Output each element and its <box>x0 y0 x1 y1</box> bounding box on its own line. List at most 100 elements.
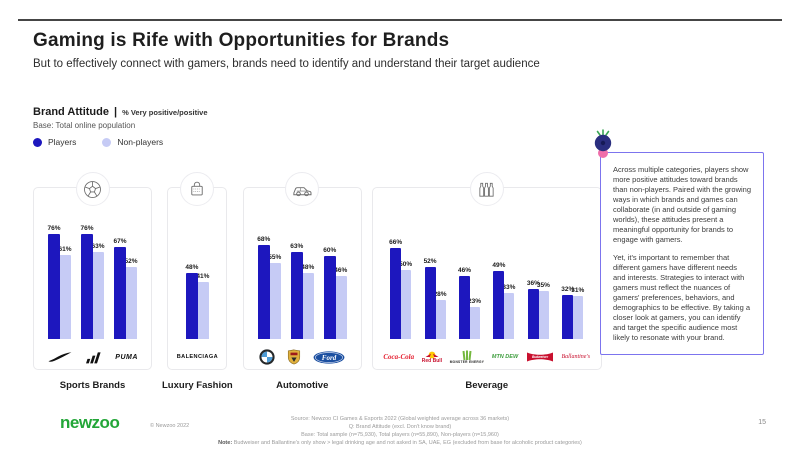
bar-pair-ballantine-s: 32% 31% <box>561 286 584 339</box>
legend-non-players-label: Non-players <box>117 137 164 147</box>
bar-players-ford: 60% <box>323 247 336 339</box>
category-group-luxury-fashion: 48% 41% BALENCIAGA Luxury Fashion <box>162 172 233 391</box>
bar-fill <box>424 267 436 339</box>
bar-fill <box>185 273 198 339</box>
chart-title: Brand Attitude <box>33 106 109 118</box>
bar-value-label: 48% <box>301 264 315 271</box>
adidas-logo <box>83 350 105 364</box>
source-line-1: Source: Newzoo CI Games & Esports 2022 (… <box>290 416 510 422</box>
source-note-line: Note: Budweiser and Ballantine's only sh… <box>120 440 680 448</box>
bar-fill <box>196 282 209 339</box>
bar-pair-mountain-dew: 49% 33% <box>492 262 515 339</box>
ballantine-s-logo: Ballantine's <box>561 354 591 360</box>
bar-value-label: 36% <box>526 280 540 287</box>
bar-fill <box>81 234 93 339</box>
bar-fill <box>114 247 126 339</box>
bar-value-label: 63% <box>91 243 105 250</box>
bar-non-players-balenciaga: 41% <box>196 273 209 339</box>
bar-non-players-nike: 61% <box>58 246 72 339</box>
bar-value-label: 76% <box>47 225 61 232</box>
bar-fill <box>334 276 347 339</box>
bar-fill <box>562 295 574 339</box>
bar-pair-adidas: 76% 63% <box>80 225 105 339</box>
insight-paragraph-2: Yet, it's important to remember that dif… <box>613 252 751 342</box>
bar-value-label: 68% <box>257 236 271 243</box>
chart-title-separator: | <box>113 106 118 118</box>
top-divider <box>18 19 782 21</box>
bar-value-label: 66% <box>389 239 403 246</box>
bar-value-label: 52% <box>124 258 138 265</box>
bar-value-label: 49% <box>492 262 506 269</box>
bar-value-label: 61% <box>58 246 72 253</box>
porsche-logo <box>287 349 301 365</box>
page-number: 15 <box>758 419 766 426</box>
shopping-bag-icon <box>180 172 215 206</box>
bar-chart: 76% 61% 76% 63% 67% 52% PUMA Sports Brands 48% 41… <box>33 172 602 391</box>
bar-fill <box>493 271 505 339</box>
brand-logos-beverage: Coca-Cola Red Bull MONSTER ENERGY MTN DEW Bu… <box>373 345 601 369</box>
svg-text:Budweiser: Budweiser <box>532 355 549 359</box>
players-color-dot <box>33 137 42 147</box>
bar-value-label: 52% <box>423 258 437 265</box>
bar-pair-porsche: 63% 48% <box>290 243 314 339</box>
monster-energy-logo: MONSTER ENERGY <box>450 350 484 364</box>
legend-item-players: Players <box>33 137 76 147</box>
bar-players-bmw: 68% <box>257 236 270 339</box>
bar-fill <box>527 289 539 339</box>
bar-non-players-adidas: 63% <box>91 243 105 339</box>
bar-fill <box>301 273 314 339</box>
bar-value-label: 60% <box>323 247 337 254</box>
red-bull-logo: Red Bull <box>422 351 442 364</box>
chart-header: Brand Attitude | % Very positive/positiv… <box>33 106 208 130</box>
category-label-automotive: Automotive <box>276 380 329 391</box>
bar-pair-puma: 67% 52% <box>113 238 138 339</box>
bar-fill <box>257 245 270 339</box>
category-card-luxury-fashion: 48% 41% BALENCIAGA <box>167 172 228 370</box>
budweiser-logo: Budweiser <box>526 351 554 363</box>
bar-value-label: 63% <box>290 243 304 250</box>
chart-base-note: Base: Total online population <box>33 121 136 130</box>
bar-fill <box>434 300 446 339</box>
bar-value-label: 28% <box>433 291 447 298</box>
bmw-logo <box>259 349 275 365</box>
category-card-sports-brands: 76% 61% 76% 63% 67% 52% PUMA <box>33 172 152 370</box>
category-group-sports-brands: 76% 61% 76% 63% 67% 52% PUMA Sports Brands <box>33 172 152 391</box>
brand-logos-luxury-fashion: BALENCIAGA <box>168 345 226 369</box>
bar-fill <box>268 263 281 339</box>
note-label: Note: <box>218 439 233 446</box>
legend-item-non-players: Non-players <box>102 137 163 147</box>
bar-fill <box>537 291 549 339</box>
bar-players-red-bull: 52% <box>424 258 437 339</box>
bar-non-players-porsche: 48% <box>301 264 314 339</box>
bars-row-automotive: 68% 55% 63% 48% 60% 46% <box>244 208 361 339</box>
bar-fill <box>323 256 336 339</box>
bar-non-players-mountain-dew: 33% <box>502 284 515 339</box>
bar-value-label: 67% <box>113 238 127 245</box>
bar-non-players-red-bull: 28% <box>434 291 447 339</box>
soccer-ball-icon <box>75 172 110 206</box>
bar-value-label: 33% <box>502 284 516 291</box>
bar-value-label: 32% <box>561 286 575 293</box>
bar-value-label: 35% <box>536 282 550 289</box>
category-group-automotive: 68% 55% 63% 48% 60% 46% Ford Automotive <box>242 172 362 391</box>
bar-value-label: 41% <box>196 273 210 280</box>
bar-players-mountain-dew: 49% <box>492 262 505 339</box>
bar-value-label: 46% <box>457 267 472 274</box>
non-players-color-dot <box>102 137 112 147</box>
category-label-sports-brands: Sports Brands <box>59 380 126 391</box>
newzoo-logo: newzoo <box>60 413 120 432</box>
chart-metric: % Very positive/positive <box>122 108 208 117</box>
brand-logos-sports-brands: PUMA <box>34 345 151 369</box>
bar-pair-nike: 76% 61% <box>47 225 72 339</box>
bar-players-puma: 67% <box>113 238 127 339</box>
bar-value-label: 50% <box>399 261 413 268</box>
legend-players-label: Players <box>48 137 77 147</box>
bar-fill <box>400 270 412 339</box>
bar-fill <box>469 307 480 339</box>
bar-fill <box>290 252 303 339</box>
page-subtitle: But to effectively connect with gamers, … <box>33 58 540 70</box>
bar-players-nike: 76% <box>47 225 61 339</box>
nike-logo <box>47 352 73 362</box>
category-label-luxury-fashion: Luxury Fashion <box>162 380 233 391</box>
bar-value-label: 23% <box>467 298 482 305</box>
